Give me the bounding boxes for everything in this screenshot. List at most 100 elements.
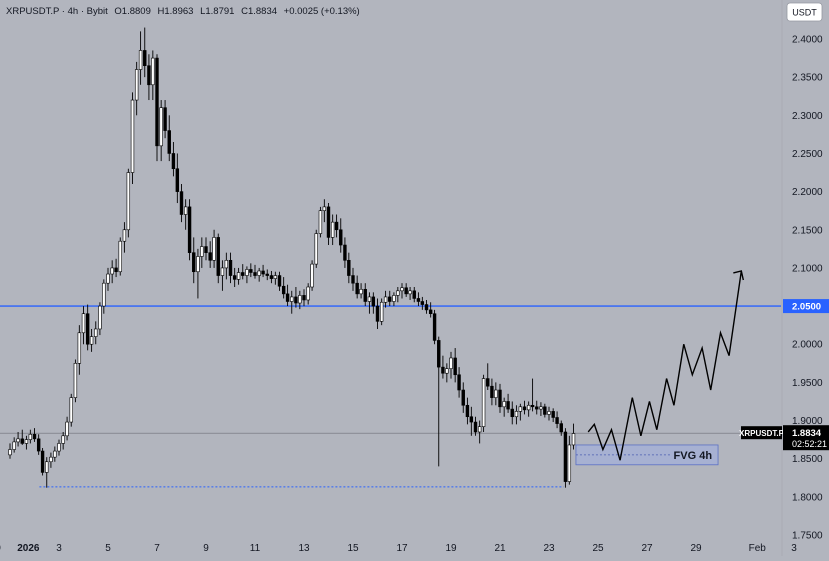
- y-tick-label: 2.2500: [792, 149, 823, 160]
- candles-layer: [8, 27, 576, 488]
- currency-button-label[interactable]: USDT: [792, 8, 817, 18]
- candle-up: [257, 270, 261, 276]
- x-tick-label: Feb: [749, 543, 767, 554]
- candle-down: [473, 421, 478, 433]
- legend-exchange: Bybit: [87, 6, 108, 17]
- y-tick-label: 1.7500: [792, 531, 823, 542]
- legend-high-label: H: [158, 6, 165, 17]
- currency-button[interactable]: USDT: [786, 2, 823, 22]
- candle-down: [171, 153, 176, 170]
- candle-down: [420, 301, 425, 305]
- projection-arrowhead: [733, 270, 745, 281]
- x-tick-label: 13: [298, 543, 310, 554]
- candle-up: [298, 295, 302, 304]
- fvg-label: FVG 4h: [674, 450, 713, 462]
- candle-down: [559, 423, 563, 433]
- candle-up: [183, 206, 188, 215]
- candle-down: [441, 366, 445, 374]
- candle-up: [445, 368, 449, 374]
- key-level-tag-label: 2.0500: [792, 302, 821, 313]
- candle-down: [469, 416, 474, 423]
- candle-down: [179, 191, 184, 215]
- legend-change: +0.0025 (+0.13%): [284, 6, 360, 17]
- candle-down: [498, 389, 502, 408]
- candle-down: [404, 287, 408, 295]
- candle-up: [494, 389, 498, 398]
- candle-up: [16, 438, 20, 443]
- legend-high: 1.8963: [164, 6, 193, 17]
- candle-down: [334, 221, 339, 231]
- candle-up: [514, 411, 519, 418]
- candle-down: [347, 259, 351, 276]
- y-tick-label: 1.8000: [792, 492, 823, 503]
- candle-down: [114, 267, 118, 273]
- candle-up: [122, 229, 127, 242]
- candle-up: [481, 378, 486, 427]
- symbol-tag-bg: [741, 426, 782, 440]
- legend-timeframe: 4h: [68, 6, 79, 17]
- candle-down: [555, 417, 559, 424]
- candle-up: [359, 288, 363, 295]
- candle-up: [126, 172, 131, 231]
- x-tick-label: 21: [494, 543, 506, 554]
- candle-down: [302, 295, 306, 301]
- candle-up: [571, 433, 576, 446]
- candle-down: [269, 275, 274, 279]
- candle-down: [339, 229, 343, 246]
- legend-separator: ·: [62, 6, 68, 17]
- candle-up: [379, 301, 384, 322]
- legend-low: 1.8791: [205, 6, 234, 17]
- candle-down: [522, 406, 527, 411]
- candle-up: [547, 411, 551, 415]
- candle-up: [449, 357, 453, 369]
- candle-down: [175, 168, 180, 192]
- candle-up: [318, 210, 323, 234]
- candle-up: [69, 397, 73, 423]
- legend-separator: ·: [81, 6, 87, 17]
- candle-up: [245, 269, 249, 276]
- y-tick-label: 2.0000: [792, 340, 823, 351]
- candle-up: [65, 421, 69, 437]
- candle-up: [273, 275, 278, 279]
- currency-button-bg[interactable]: [786, 2, 823, 22]
- candle-down: [36, 438, 41, 452]
- candle-up: [392, 295, 396, 302]
- candle-up: [310, 263, 314, 288]
- x-tick-label: 9: [203, 543, 209, 554]
- candle-down: [351, 275, 355, 284]
- candle-down: [412, 290, 416, 299]
- x-tick-label: 7: [154, 543, 160, 554]
- candle-down: [192, 252, 196, 273]
- candle-down: [506, 401, 510, 410]
- candle-down: [437, 340, 441, 368]
- legend-symbol: XRPUSDT.P: [6, 6, 59, 17]
- candle-up: [77, 332, 82, 364]
- candle-up: [159, 107, 163, 147]
- candle-up: [94, 328, 98, 337]
- candle-down: [563, 431, 568, 482]
- candle-down: [249, 269, 253, 273]
- candle-down: [163, 107, 167, 131]
- x-tick-label: 23: [543, 543, 555, 554]
- legend-open: 1.8809: [122, 6, 151, 17]
- candle-down: [510, 408, 514, 418]
- candle-down: [277, 275, 282, 287]
- current-price-tag-label: 1.8834: [792, 428, 822, 439]
- candle-down: [428, 309, 433, 315]
- candle-up: [224, 259, 229, 269]
- candle-up: [102, 282, 106, 307]
- candle-down: [457, 374, 461, 391]
- candle-down: [208, 252, 212, 261]
- annotation-layer: FVG 4h: [0, 305, 781, 488]
- x-tick-label: 17: [396, 543, 408, 554]
- projection-layer: [587, 270, 745, 461]
- candle-up: [138, 50, 143, 70]
- candle-up: [98, 305, 102, 330]
- candle-up: [61, 435, 65, 444]
- x-tick-label: 15: [347, 543, 359, 554]
- y-tick-label: 2.1000: [792, 263, 823, 274]
- candle-up: [367, 296, 372, 302]
